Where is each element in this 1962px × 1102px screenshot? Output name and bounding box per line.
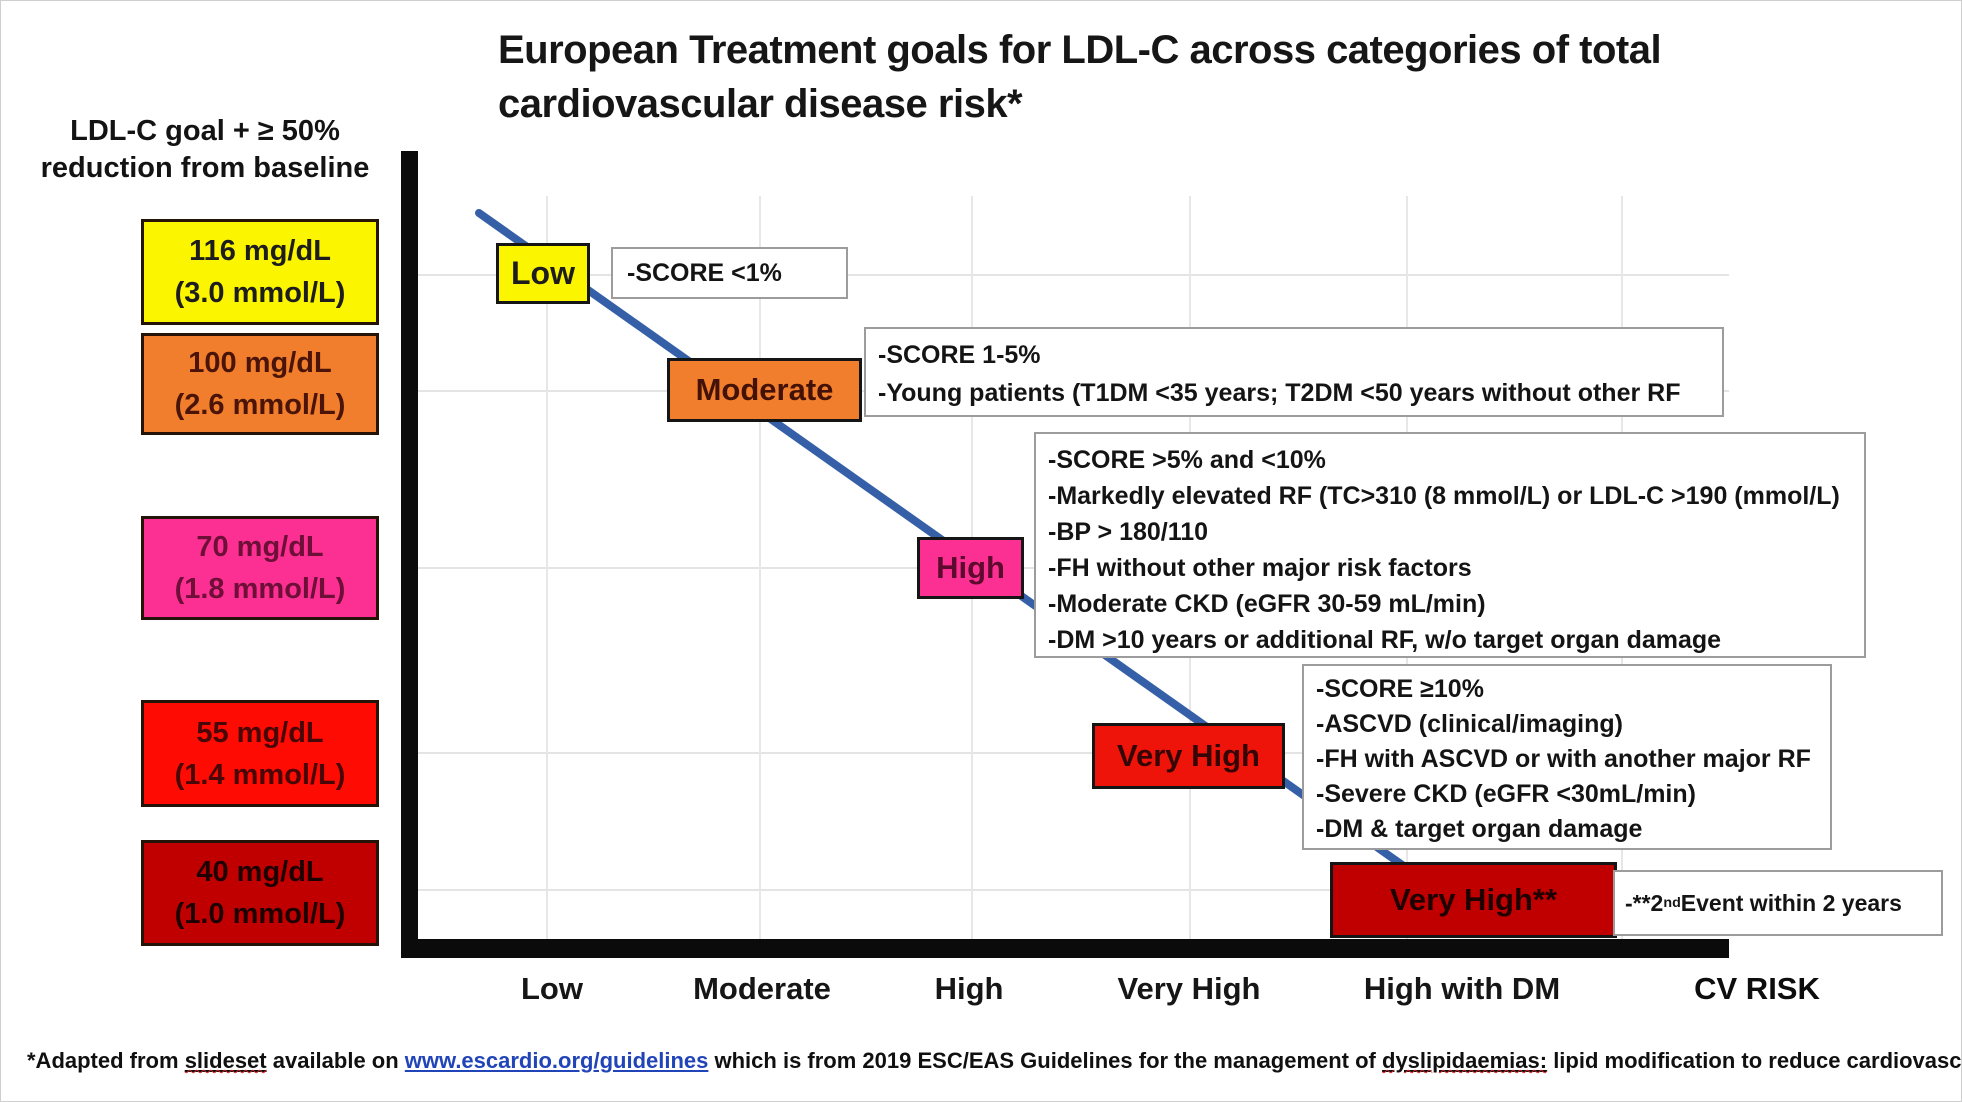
criteria-line: -SCORE ≥10% — [1316, 675, 1484, 703]
criteria-line: -FH with ASCVD or with another major RF — [1316, 745, 1811, 773]
criteria-box-high: -SCORE >5% and <10% -Markedly elevated R… — [1034, 432, 1866, 658]
footnote-word-slideset-wrap: slideset — [185, 1048, 267, 1073]
x-tick-low: Low — [521, 971, 583, 1006]
criteria-line: -DM >10 years or additional RF, w/o targ… — [1048, 626, 1722, 654]
criteria-line: -SCORE >5% and <10% — [1048, 446, 1326, 474]
goal-mmol: (1.0 mmol/L) — [174, 898, 346, 930]
ldl-goal-box-70: 70 mg/dL (1.8 mmol/L) — [141, 516, 379, 620]
criteria-line: -SCORE <1% — [627, 258, 782, 287]
risk-tag-very-high-dm: Very High** — [1330, 862, 1617, 938]
criteria-line: -FH without other major risk factors — [1048, 554, 1472, 582]
goal-mmol: (3.0 mmol/L) — [174, 277, 346, 309]
criteria-event-suffix: Event within 2 years — [1680, 889, 1902, 916]
gridline-vertical — [546, 196, 548, 939]
risk-tag-low: Low — [496, 243, 590, 304]
footnote-word-dyslipidaemias-wrap: dyslipidaemias: — [1382, 1048, 1547, 1073]
source-footnote: *Adapted from slideset available on www.… — [27, 1048, 1961, 1074]
criteria-line: -SCORE 1-5% — [878, 341, 1041, 369]
footnote-text: *Adapted from — [27, 1048, 185, 1073]
escardio-guidelines-link[interactable]: www.escardio.org/guidelines — [404, 1048, 709, 1073]
risk-tag-high: High — [917, 537, 1024, 599]
criteria-box-second-event: -**2 nd Event within 2 years — [1613, 870, 1943, 936]
risk-tag-very-high: Very High — [1092, 723, 1285, 789]
chart-title-line1: European Treatment goals for LDL-C acros… — [498, 28, 1662, 72]
footnote-text: available on — [266, 1048, 405, 1073]
ldl-goal-box-100: 100 mg/dL (2.6 mmol/L) — [141, 333, 379, 435]
gridline-horizontal — [418, 889, 1729, 891]
x-axis-title: CV RISK — [1694, 971, 1820, 1006]
criteria-line: -Severe CKD (eGFR <30mL/min) — [1316, 780, 1696, 808]
y-axis-label-line1: LDL-C goal + ≥ 50% — [70, 115, 340, 147]
criteria-line: -Young patients (T1DM <35 years; T2DM <5… — [878, 379, 1681, 407]
ldl-goal-box-40: 40 mg/dL (1.0 mmol/L) — [141, 840, 379, 946]
x-axis — [401, 939, 1729, 958]
y-axis-label-line2: reduction from baseline — [40, 152, 370, 184]
goal-mg: 40 mg/dL — [196, 856, 324, 888]
risk-tag-high-label: High — [936, 550, 1005, 585]
ldl-goal-box-116: 116 mg/dL (3.0 mmol/L) — [141, 219, 379, 325]
risk-tag-low-label: Low — [511, 255, 575, 291]
y-axis-label: LDL-C goal + ≥ 50% reduction from baseli… — [9, 113, 401, 187]
risk-tag-moderate: Moderate — [667, 358, 862, 422]
criteria-box-low: -SCORE <1% — [611, 247, 848, 299]
criteria-line: -BP > 180/110 — [1048, 518, 1209, 546]
criteria-line: -Markedly elevated RF (TC>310 (8 mmol/L)… — [1048, 482, 1840, 510]
x-tick-moderate: Moderate — [693, 971, 831, 1006]
criteria-event-prefix: -**2 — [1625, 889, 1664, 916]
x-tick-high: High — [934, 971, 1004, 1006]
ldl-goal-box-55: 55 mg/dL (1.4 mmol/L) — [141, 700, 379, 807]
goal-mg: 116 mg/dL — [189, 235, 331, 267]
risk-tag-moderate-label: Moderate — [695, 372, 834, 407]
gridline-horizontal — [418, 752, 1729, 754]
goal-mmol: (2.6 mmol/L) — [174, 389, 346, 421]
footnote-word-slideset: slideset — [184, 1048, 267, 1073]
x-tick-high-with-dm: High with DM — [1363, 971, 1561, 1006]
chart-title: European Treatment goals for LDL-C acros… — [498, 23, 1828, 131]
footnote-text: which is from 2019 ESC/EAS Guidelines fo… — [708, 1048, 1382, 1073]
criteria-line: -DM & target organ damage — [1316, 815, 1643, 843]
gridline-vertical — [759, 196, 761, 939]
x-tick-very-high: Very High — [1117, 971, 1261, 1006]
criteria-box-moderate: -SCORE 1-5% -Young patients (T1DM <35 ye… — [864, 327, 1724, 417]
goal-mmol: (1.4 mmol/L) — [174, 758, 346, 791]
risk-tag-very-high-label: Very High — [1117, 738, 1260, 773]
goal-mmol: (1.8 mmol/L) — [174, 573, 346, 605]
criteria-line: -Moderate CKD (eGFR 30-59 mL/min) — [1048, 590, 1486, 618]
footnote-word-dyslipidaemias: dyslipidaemias: — [1382, 1048, 1548, 1073]
goal-mg: 55 mg/dL — [196, 716, 324, 749]
goal-mg: 100 mg/dL — [188, 347, 332, 379]
footnote-text: lipid modification to reduce cardiovascu… — [1553, 1048, 1962, 1073]
goal-mg: 70 mg/dL — [196, 531, 324, 563]
criteria-line: -ASCVD (clinical/imaging) — [1316, 710, 1623, 738]
criteria-box-very-high: -SCORE ≥10% -ASCVD (clinical/imaging) -F… — [1302, 664, 1832, 850]
gridline-horizontal — [418, 274, 1729, 276]
chart-title-line2: cardiovascular disease risk* — [498, 82, 1023, 126]
y-axis — [401, 151, 418, 958]
risk-tag-very-high-dm-label: Very High** — [1389, 882, 1558, 917]
